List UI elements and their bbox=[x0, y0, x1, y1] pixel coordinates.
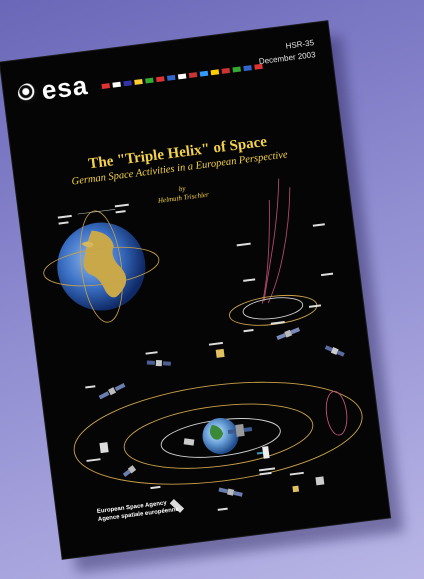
satellite-icons bbox=[98, 327, 345, 513]
report-cover: esa HSR-35 December 2003 The "Triple Hel… bbox=[0, 21, 391, 559]
helix-label-cluster bbox=[236, 223, 334, 333]
earth-globe-lower bbox=[202, 417, 239, 454]
orbital-scene bbox=[73, 381, 363, 485]
cover-artwork bbox=[43, 178, 363, 513]
orbital-label-cluster bbox=[85, 321, 304, 511]
helix-orbit-diagram bbox=[229, 178, 318, 326]
globe-label-cluster bbox=[57, 203, 129, 225]
earth-globe-upper bbox=[43, 209, 160, 323]
